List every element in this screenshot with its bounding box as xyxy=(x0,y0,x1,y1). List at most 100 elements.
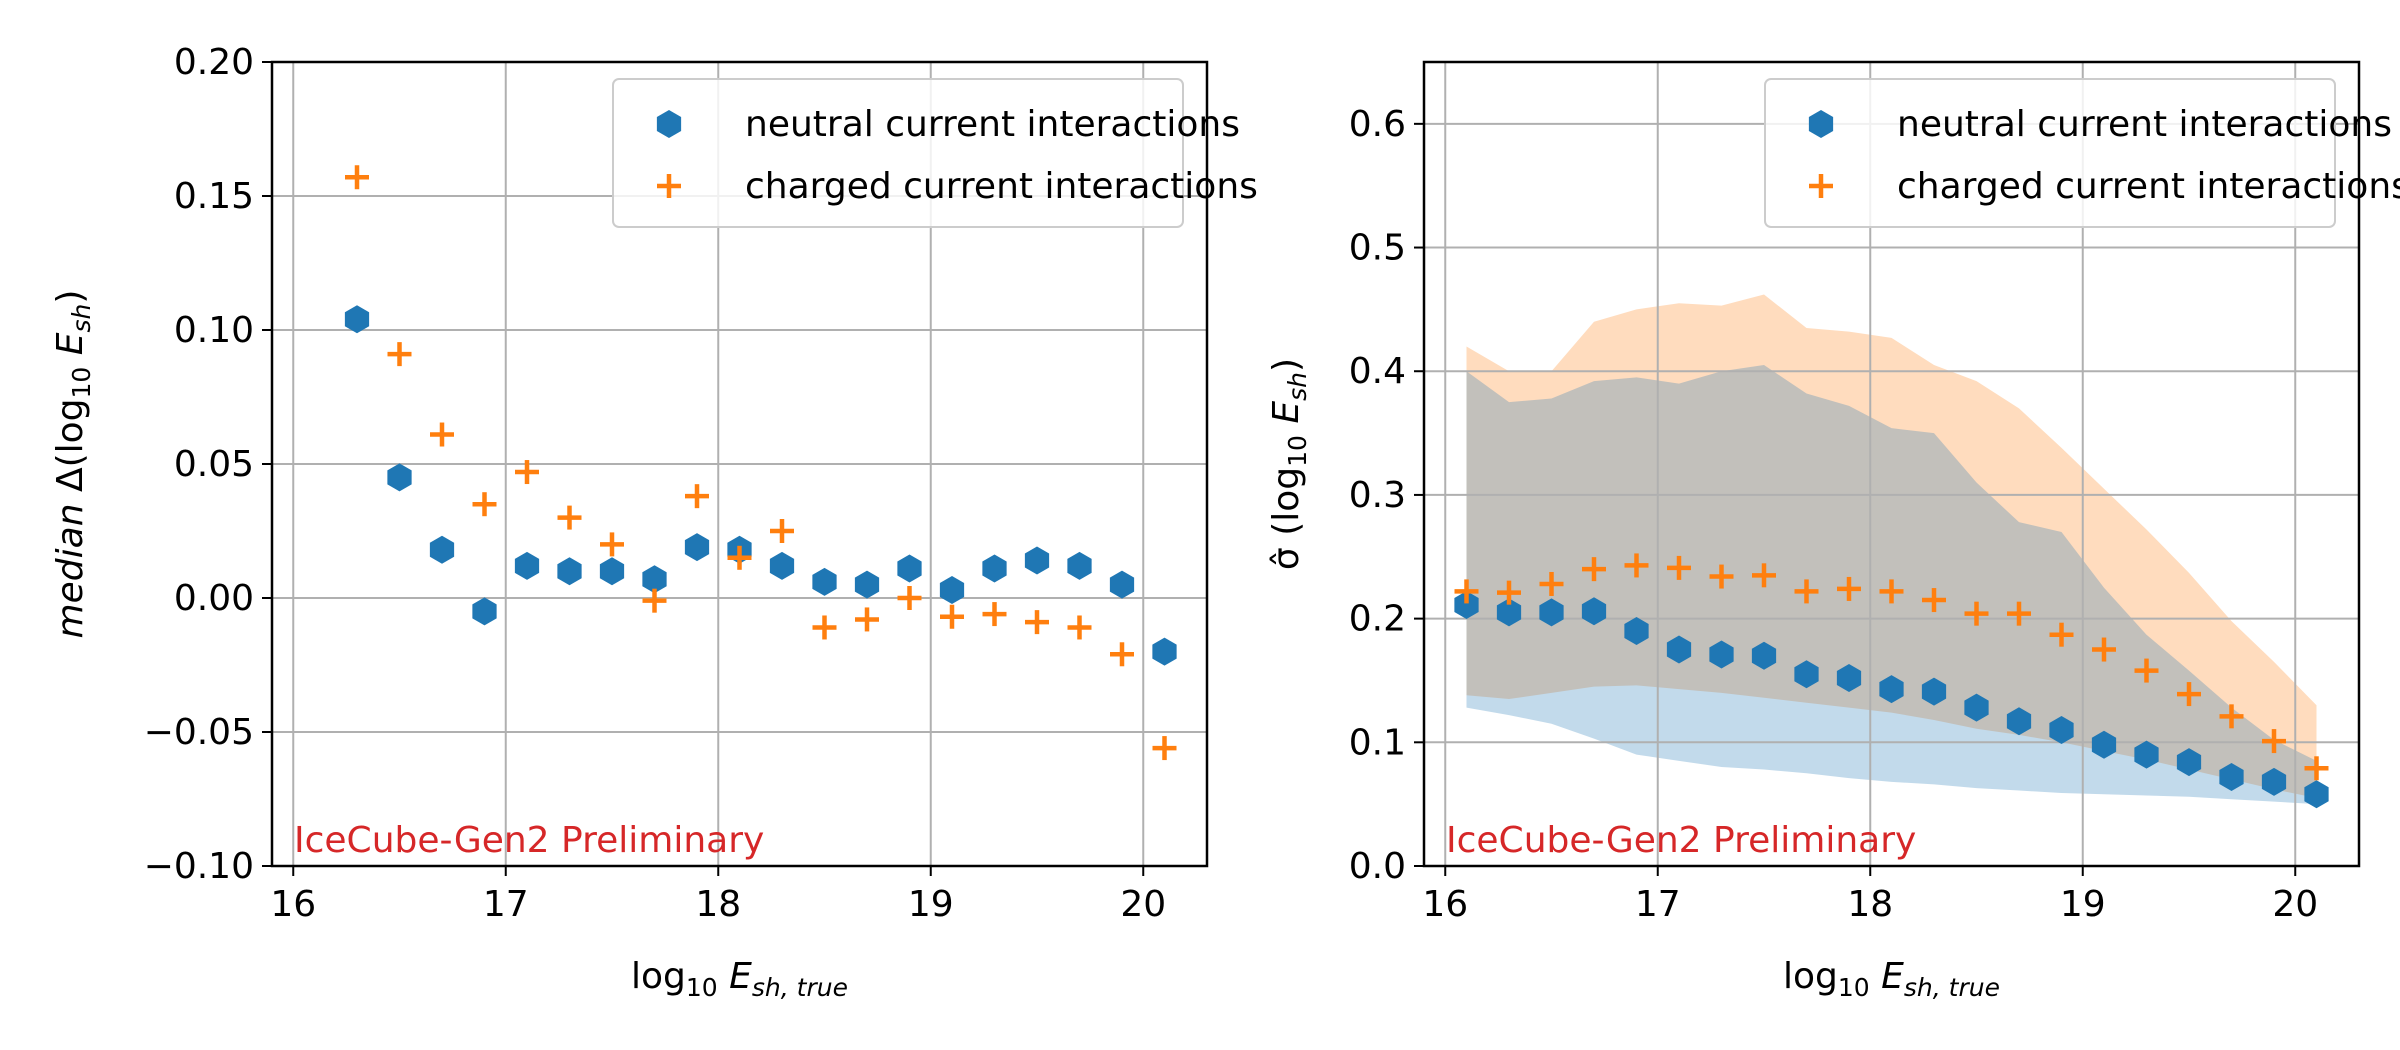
data-point xyxy=(1922,588,1946,613)
data-point xyxy=(2006,707,2032,736)
data-point xyxy=(684,533,710,562)
data-point xyxy=(1024,546,1050,575)
data-point xyxy=(1152,637,1177,666)
data-point xyxy=(1709,640,1734,669)
data-point xyxy=(1539,571,1564,596)
plot-frame xyxy=(1422,60,2361,868)
x-axis-label: log10 Esh, true xyxy=(631,956,848,1002)
data-point xyxy=(2304,756,2329,781)
band-1 xyxy=(1466,294,2317,798)
x-tick-label: 20 xyxy=(1120,884,1166,925)
data-point xyxy=(1964,693,1989,722)
data-point xyxy=(2176,748,2202,777)
data-point xyxy=(642,565,667,594)
x-tick-label: 16 xyxy=(1422,884,1468,925)
data-point xyxy=(600,532,624,557)
data-point xyxy=(1067,615,1092,640)
watermark-text: IceCube-Gen2 Preliminary xyxy=(294,820,764,861)
data-point xyxy=(685,484,709,509)
data-point xyxy=(2134,658,2159,683)
data-point xyxy=(897,554,922,583)
data-point xyxy=(1582,557,1606,582)
y-tick-label: 0.1 xyxy=(1349,722,1406,763)
x-tick-label: 18 xyxy=(1847,884,1893,925)
data-point xyxy=(982,602,1007,627)
data-point xyxy=(557,505,582,530)
data-point xyxy=(514,551,540,580)
data-point xyxy=(429,535,455,564)
y-tick-label: 0.4 xyxy=(1349,351,1406,392)
plot-frame xyxy=(270,60,1209,868)
x-tick-label: 19 xyxy=(2060,884,2106,925)
y-tick-label: 0.0 xyxy=(1349,846,1406,887)
y-tick-label: 0.20 xyxy=(174,42,254,83)
x-tick-label: 20 xyxy=(2272,884,2318,925)
series-2 xyxy=(345,165,1177,761)
data-point xyxy=(387,463,412,492)
ticks: 16 17 18 19 20 −0.10 −0.05 0.00 0.05 0.10 0.15 0.20 xyxy=(144,42,1166,925)
data-point xyxy=(1964,601,1989,626)
data-point xyxy=(2219,762,2244,791)
legend-marker-2 xyxy=(1809,174,1833,198)
data-point xyxy=(2007,601,2031,626)
chart-panel-2: 16 17 18 19 20 0.0 0.1 0.2 0.3 0.4 0.5 0.6 IceCube-G… xyxy=(1266,60,2400,1002)
data-point xyxy=(1836,663,1862,692)
data-point xyxy=(1794,579,1819,604)
data-point xyxy=(2262,729,2286,754)
data-point xyxy=(770,519,794,543)
data-point xyxy=(769,551,795,580)
data-point xyxy=(940,604,964,629)
data-point xyxy=(2304,780,2329,809)
x-tick-label: 17 xyxy=(483,884,529,925)
data-point xyxy=(2092,637,2116,662)
data-point xyxy=(1709,564,1734,589)
data-point xyxy=(430,422,454,447)
data-point xyxy=(812,567,837,596)
data-point xyxy=(472,492,497,517)
x-axis-label: log10 Esh, true xyxy=(1783,956,2000,1002)
y-tick-label: 0.3 xyxy=(1349,475,1406,516)
data-point xyxy=(1624,553,1649,578)
y-tick-label: −0.05 xyxy=(144,712,254,753)
data-point xyxy=(854,570,880,599)
y-tick-label: 0.00 xyxy=(174,578,254,619)
data-point xyxy=(1837,576,1861,601)
data-point xyxy=(2049,622,2074,647)
data-point xyxy=(1110,642,1134,667)
data-point xyxy=(2134,740,2159,769)
y-tick-label: −0.10 xyxy=(144,846,254,887)
data-point xyxy=(2049,715,2074,744)
data-point xyxy=(642,588,667,613)
y-tick-label: 0.6 xyxy=(1349,104,1406,145)
data-point xyxy=(515,460,539,485)
y-tick-label: 0.2 xyxy=(1349,599,1406,640)
data-point xyxy=(345,165,369,190)
data-point xyxy=(727,545,752,570)
x-tick-label: 19 xyxy=(908,884,954,925)
data-point xyxy=(472,597,497,626)
data-point xyxy=(1152,736,1177,761)
series-2 xyxy=(1454,553,2329,781)
data-point xyxy=(2219,704,2244,729)
data-point xyxy=(1109,570,1135,599)
data-point xyxy=(2261,767,2287,796)
data-point xyxy=(1067,551,1092,580)
data-point xyxy=(897,586,922,610)
data-point xyxy=(1025,610,1049,635)
data-point xyxy=(1751,641,1777,670)
legend-marker-1 xyxy=(656,110,682,138)
x-tick-label: 18 xyxy=(695,884,741,925)
legend-label: charged current interactions xyxy=(1897,166,2400,207)
data-point xyxy=(1879,675,1904,704)
data-point xyxy=(1921,677,1947,706)
data-point xyxy=(1581,597,1607,626)
data-point xyxy=(1539,598,1564,627)
y-axis-label: σ̂ (log10 Esh) xyxy=(1266,358,1312,570)
data-point xyxy=(557,557,582,586)
legend-label: charged current interactions xyxy=(745,166,1258,207)
watermark-text: IceCube-Gen2 Preliminary xyxy=(1446,820,1916,861)
legend-box xyxy=(1764,78,2336,228)
data-point xyxy=(2177,682,2201,707)
data-point xyxy=(1752,563,1776,588)
